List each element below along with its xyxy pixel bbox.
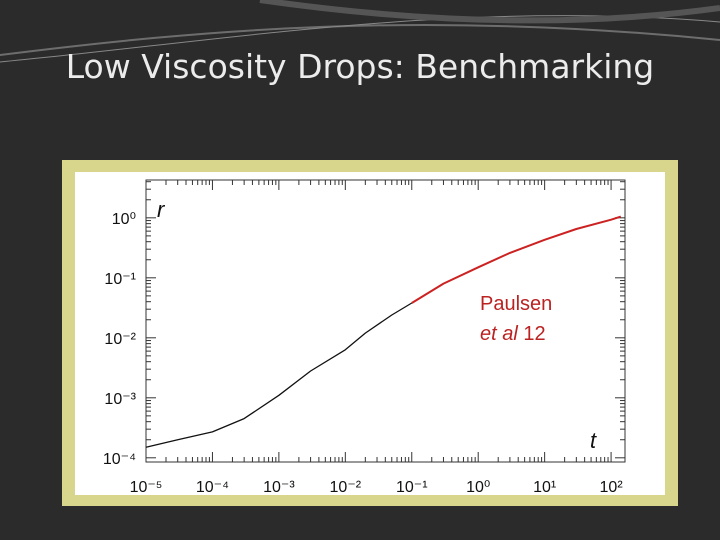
annotation-year: 12 <box>523 323 545 345</box>
x-tick-label: 10⁰ <box>466 479 490 496</box>
data-line <box>145 302 413 448</box>
x-tick-label: 10⁻³ <box>263 479 295 496</box>
x-tick-label: 10⁻² <box>330 479 362 496</box>
x-tick-label: 10⁻¹ <box>396 479 428 496</box>
y-tick-label: 10⁻⁴ <box>103 451 136 468</box>
slide-title: Low Viscosity Drops: Benchmarking <box>66 47 655 86</box>
data-line <box>411 215 622 304</box>
annotation-italic: et al <box>480 323 518 345</box>
y-tick-label: 10⁻³ <box>104 391 136 408</box>
y-tick-label: 10⁻¹ <box>104 271 136 288</box>
x-tick-label: 10⁻⁴ <box>196 479 229 496</box>
x-tick-label: 10² <box>600 479 624 496</box>
annotation: Paulsen <box>480 293 552 315</box>
x-axis-label: t <box>590 428 597 453</box>
decor-wave <box>0 23 720 56</box>
x-tick-label: 10⁻⁵ <box>130 479 163 496</box>
y-tick-label: 10⁻² <box>104 331 136 348</box>
annotation: et al 12 <box>480 323 546 345</box>
y-axis-label: r <box>157 197 166 222</box>
x-tick-label: 10¹ <box>533 479 556 496</box>
decor-wave <box>259 0 720 24</box>
y-tick-label: 10⁰ <box>112 211 136 228</box>
